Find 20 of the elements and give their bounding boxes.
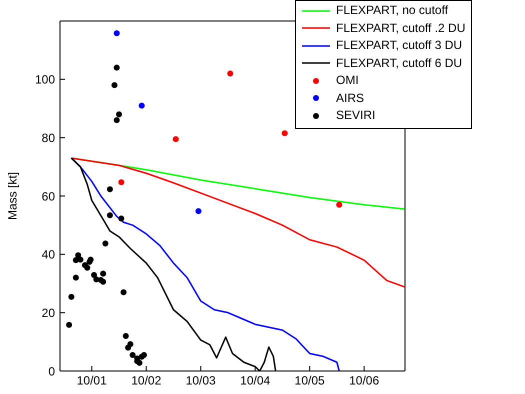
x-tick-label: 10/01	[76, 374, 108, 388]
x-tick-label: 10/03	[186, 374, 216, 388]
y-tick-label: 40	[42, 248, 56, 262]
y-tick-label: 60	[42, 189, 56, 204]
y-axis-title: Mass [kt]	[5, 172, 20, 220]
x-tick-label: 10/05	[294, 374, 326, 388]
legend-label: SEVIRI	[336, 107, 376, 124]
legend-label: FLEXPART, cutoff .2 DU	[336, 20, 466, 36]
y-tick-label: 80	[42, 130, 56, 145]
y-tick-label: 20	[42, 306, 56, 320]
x-tick-label: 10/04	[240, 374, 271, 388]
y-tick-label: 0	[48, 364, 56, 378]
legend-label: FLEXPART, cutoff 6 DU	[336, 54, 462, 72]
legend-label: FLEXPART, cutoff 3 DU	[336, 37, 462, 54]
legend-label: AIRS	[336, 90, 364, 106]
x-tick-label: 10/02	[131, 374, 162, 388]
legend-label: OMI	[336, 72, 359, 89]
y-tick-label: 100	[34, 72, 56, 87]
x-tick-label: 10/06	[349, 374, 380, 388]
legend-label: FLEXPART, no cutoff	[336, 2, 448, 19]
